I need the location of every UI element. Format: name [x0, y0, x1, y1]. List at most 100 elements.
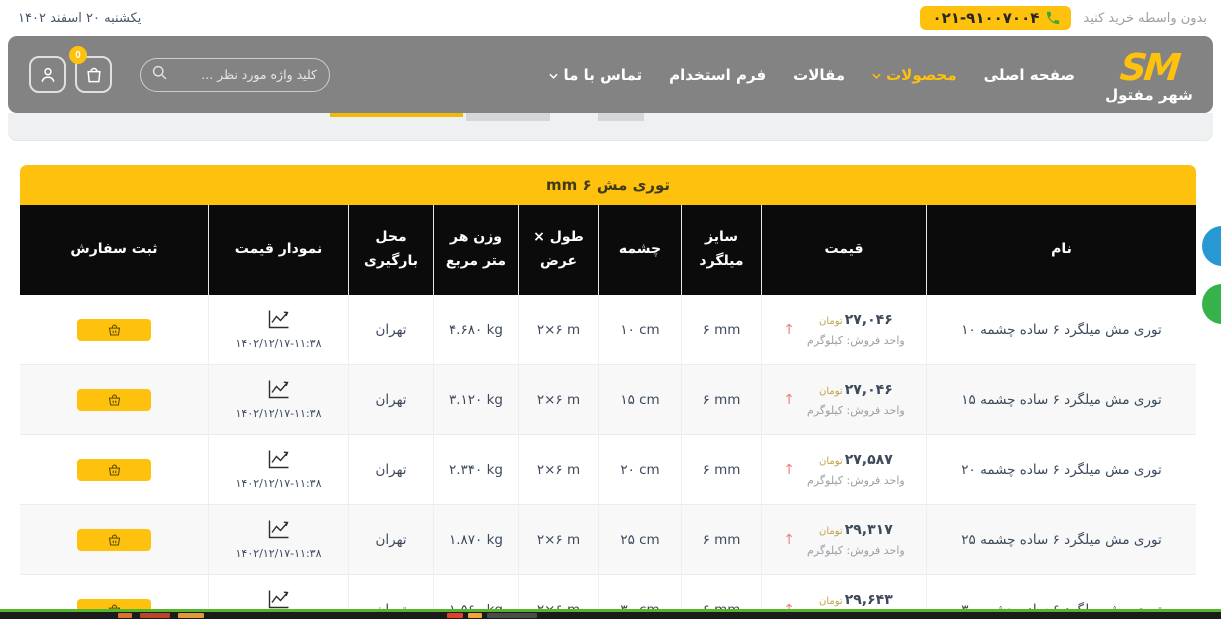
- product-name[interactable]: توری مش میلگرد ۶ ساده چشمه ۱۰: [926, 295, 1196, 364]
- line-chart-icon[interactable]: [266, 379, 292, 404]
- col-header-loading: محل بارگیری: [348, 205, 433, 295]
- rebar-size-value: ۶ mm: [681, 435, 761, 504]
- table-body: توری مش میلگرد ۶ ساده چشمه ۱۰ ۲۷,۰۴۶توما…: [20, 295, 1196, 619]
- price-value: ۲۹,۶۴۳: [844, 592, 893, 608]
- add-to-cart-button[interactable]: [77, 318, 151, 341]
- col-header-weight: وزن هر متر مربع: [433, 205, 518, 295]
- table-row: توری مش میلگرد ۶ ساده چشمه ۲۰ ۲۷,۵۸۷توما…: [20, 435, 1196, 505]
- chart-update-date: ۱۴۰۲/۱۲/۱۷-۱۱:۳۸: [235, 337, 322, 350]
- currency-label: تومان: [819, 526, 843, 537]
- line-chart-icon[interactable]: [266, 589, 292, 614]
- rebar-size-value: ۶ mm: [681, 365, 761, 434]
- phone-badge[interactable]: ۰۲۱-۹۱۰۰۷۰۰۴: [920, 6, 1072, 30]
- price-chart-cell: ۱۴۰۲/۱۲/۱۷-۱۱:۳۸: [208, 435, 348, 504]
- col-header-rebar-size: سایز میلگرد: [681, 205, 761, 295]
- trend-up-icon: ↑: [783, 321, 796, 338]
- weight-value: ۲.۳۴۰ kg: [433, 435, 518, 504]
- price-value: ۲۹,۳۱۷: [844, 522, 893, 538]
- basket-icon: [108, 324, 120, 336]
- col-header-name: نام: [926, 205, 1196, 295]
- table-row: توری مش میلگرد ۶ ساده چشمه ۲۵ ۲۹,۳۱۷توما…: [20, 505, 1196, 575]
- loading-city-value: تهران: [348, 295, 433, 364]
- currency-label: تومان: [819, 596, 843, 607]
- mesh-eye-value: ۱۰ cm: [598, 295, 681, 364]
- sale-unit-label: واحد فروش: کیلوگرم: [807, 544, 905, 557]
- footer-fragment: [487, 613, 537, 618]
- trend-up-icon: ↑: [783, 461, 796, 478]
- footer-fragment: [178, 613, 204, 618]
- current-date: یکشنبه ۲۰ اسفند ۱۴۰۲: [18, 10, 142, 26]
- product-name[interactable]: توری مش میلگرد ۶ ساده چشمه ۲۵: [926, 505, 1196, 574]
- line-chart-icon[interactable]: [266, 519, 292, 544]
- loading-city-value: تهران: [348, 365, 433, 434]
- chart-update-date: ۱۴۰۲/۱۲/۱۷-۱۱:۳۸: [235, 407, 322, 420]
- col-header-order: ثبت سفارش: [70, 241, 158, 258]
- table-row: توری مش میلگرد ۶ ساده چشمه ۱۰ ۲۷,۰۴۶توما…: [20, 295, 1196, 365]
- dimensions-value: ۲×۶ m: [518, 435, 598, 504]
- price-table-card: توری مش ۶ mm نام قیمت سایز میلگرد چشمه ط…: [20, 165, 1196, 619]
- mesh-eye-value: ۲۵ cm: [598, 505, 681, 574]
- mesh-eye-value: ۱۵ cm: [598, 365, 681, 434]
- nav-item-products[interactable]: محصولات: [872, 66, 957, 84]
- basket-icon: [108, 394, 120, 406]
- telegram-float-button[interactable]: [1202, 226, 1221, 266]
- basket-icon: [108, 534, 120, 546]
- weight-value: ۴.۶۸۰ kg: [433, 295, 518, 364]
- product-name[interactable]: توری مش میلگرد ۶ ساده چشمه ۱۵: [926, 365, 1196, 434]
- table-row: توری مش میلگرد ۶ ساده چشمه ۱۵ ۲۷,۰۴۶توما…: [20, 365, 1196, 435]
- cart-button[interactable]: 0: [69, 46, 112, 93]
- table-header-row: نام قیمت سایز میلگرد چشمه طول × عرض وزن …: [20, 205, 1196, 295]
- phone-number[interactable]: ۰۲۱-۹۱۰۰۷۰۰۴: [932, 9, 1040, 27]
- tab-fragment: [598, 113, 644, 121]
- footer-fragment: [468, 613, 482, 618]
- logo-text: SM: [1118, 45, 1180, 89]
- price-value: ۲۷,۵۸۷: [844, 452, 893, 468]
- order-cell: [20, 435, 208, 504]
- chart-update-date: ۱۴۰۲/۱۲/۱۷-۱۱:۳۸: [235, 547, 322, 560]
- search-input[interactable]: [168, 67, 317, 82]
- whatsapp-float-button[interactable]: [1202, 284, 1221, 324]
- tab-fragment: [466, 113, 550, 121]
- sale-unit-label: واحد فروش: کیلوگرم: [807, 404, 905, 417]
- loading-city-value: تهران: [348, 435, 433, 504]
- add-to-cart-button[interactable]: [77, 458, 151, 481]
- shopping-bag-icon: [86, 67, 101, 82]
- topbar-contact: بدون واسطه خرید کنید ۰۲۱-۹۱۰۰۷۰۰۴: [920, 6, 1207, 30]
- add-to-cart-button[interactable]: [77, 388, 151, 411]
- basket-icon: [108, 464, 120, 476]
- site-logo[interactable]: SM شهر مفتول: [1091, 45, 1207, 103]
- nav-item-contact[interactable]: تماس با ما: [549, 66, 642, 84]
- order-cell: [20, 365, 208, 434]
- dimensions-value: ۲×۶ m: [518, 365, 598, 434]
- search-box[interactable]: [140, 57, 330, 92]
- nav-item-contact-label: تماس با ما: [563, 65, 643, 84]
- price-cell: ۲۹,۳۱۷تومان واحد فروش: کیلوگرم ↑: [761, 505, 926, 574]
- account-button[interactable]: [29, 56, 66, 93]
- chart-update-date: ۱۴۰۲/۱۲/۱۷-۱۱:۳۸: [235, 477, 322, 490]
- nav-item-articles[interactable]: مقالات: [793, 65, 846, 84]
- cart-count-badge: 0: [69, 46, 87, 64]
- nav-item-products-label: محصولات: [886, 65, 957, 84]
- col-header-price: قیمت: [761, 205, 926, 295]
- mesh-eye-value: ۲۰ cm: [598, 435, 681, 504]
- line-chart-icon[interactable]: [266, 449, 292, 474]
- phone-icon: [1045, 10, 1061, 26]
- footer-dark-bar: [0, 612, 1221, 619]
- product-name[interactable]: توری مش میلگرد ۶ ساده چشمه ۲۰: [926, 435, 1196, 504]
- line-chart-icon[interactable]: [266, 309, 292, 334]
- order-cell: [20, 505, 208, 574]
- dimensions-value: ۲×۶ m: [518, 295, 598, 364]
- price-cell: ۲۷,۰۴۶تومان واحد فروش: کیلوگرم ↑: [761, 365, 926, 434]
- footer-fragment: [118, 613, 132, 618]
- main-header: SM شهر مفتول صفحه اصلی محصولات مقالات فر…: [8, 36, 1213, 113]
- nav-item-employment[interactable]: فرم استخدام: [669, 65, 767, 84]
- chevron-down-icon: [549, 73, 559, 79]
- nav-item-home[interactable]: صفحه اصلی: [983, 65, 1075, 84]
- user-icon: [40, 67, 55, 82]
- trend-up-icon: ↑: [783, 531, 796, 548]
- add-to-cart-button[interactable]: [77, 528, 151, 551]
- price-cell: ۲۷,۵۸۷تومان واحد فروش: کیلوگرم ↑: [761, 435, 926, 504]
- active-tab-underline: [330, 113, 463, 117]
- col-header-dimensions: طول × عرض: [518, 205, 598, 295]
